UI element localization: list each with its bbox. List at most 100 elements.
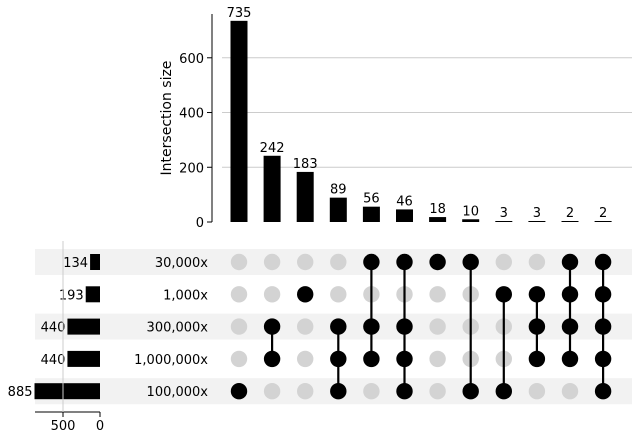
matrix-dot-active xyxy=(495,383,512,400)
set-size-bars: 134 193 440 440 885 xyxy=(8,254,101,400)
matrix-dot-active xyxy=(396,253,413,271)
intersection-bar-label: 89 xyxy=(330,183,347,198)
y-tick-label: 200 xyxy=(179,161,204,176)
matrix-dot-active xyxy=(263,350,281,368)
matrix-dot-active xyxy=(594,253,612,271)
matrix-dot-inactive xyxy=(263,383,281,400)
intersection-bar xyxy=(429,217,447,222)
matrix-dot-inactive xyxy=(330,253,347,271)
set-size-bar xyxy=(67,318,100,335)
matrix-dot-inactive xyxy=(429,383,446,400)
matrix-dot-inactive xyxy=(363,383,380,400)
set-name-label: 30,000x xyxy=(155,256,208,271)
membership-matrix xyxy=(230,253,612,400)
matrix-dot-inactive xyxy=(429,318,446,335)
matrix-dot-inactive xyxy=(495,253,512,271)
matrix-dot-active xyxy=(230,383,248,400)
set-size-label: 440 xyxy=(41,321,66,336)
y-axis-label: Intersection size xyxy=(159,61,175,176)
intersection-bar xyxy=(594,221,612,222)
intersection-bar xyxy=(561,221,579,222)
intersection-bar-label: 2 xyxy=(599,206,607,221)
matrix-dot-active xyxy=(396,318,413,335)
matrix-dot-active xyxy=(330,383,347,400)
intersection-bar xyxy=(362,206,380,222)
matrix-dot-inactive xyxy=(528,383,546,400)
set-size-label: 134 xyxy=(63,256,88,271)
intersection-bar xyxy=(528,221,546,222)
matrix-dot-inactive xyxy=(297,253,314,271)
intersection-bar xyxy=(396,209,413,222)
intersection-bar-label: 56 xyxy=(363,192,380,207)
matrix-dot-active xyxy=(594,286,612,303)
matrix-dot-active xyxy=(561,253,579,271)
matrix-dot-inactive xyxy=(330,286,347,303)
intersection-grid xyxy=(222,57,632,168)
matrix-dot-active xyxy=(462,253,479,271)
y-tick-label: 600 xyxy=(179,52,204,67)
set-size-bar xyxy=(34,383,101,400)
matrix-dot-inactive xyxy=(528,253,546,271)
intersection-bar-label: 10 xyxy=(462,204,479,219)
matrix-dot-active xyxy=(263,318,281,335)
intersection-y-axis: 0 200 400 600 xyxy=(179,14,213,231)
intersection-bar-label: 18 xyxy=(429,202,446,217)
set-size-label: 885 xyxy=(8,385,33,400)
matrix-dot-active xyxy=(528,350,546,368)
set-size-label: 440 xyxy=(41,353,66,368)
intersection-bar xyxy=(230,20,248,223)
set-name-label: 1,000,000x xyxy=(134,353,208,368)
set-size-axis: 500 0 xyxy=(35,241,104,434)
set-name-label: 1,000x xyxy=(163,288,208,303)
matrix-dot-active xyxy=(594,318,612,335)
matrix-dot-active xyxy=(396,350,413,368)
intersection-bar-label: 2 xyxy=(566,206,574,221)
intersection-bar-label: 3 xyxy=(533,206,541,221)
intersection-bar xyxy=(462,219,480,222)
matrix-dot-active xyxy=(330,318,347,335)
set-size-bar xyxy=(90,254,100,270)
matrix-dot-inactive xyxy=(429,286,446,303)
set-size-label: 193 xyxy=(59,288,84,303)
set-name-label: 100,000x xyxy=(147,385,209,400)
intersection-bar xyxy=(495,221,513,222)
matrix-dot-active xyxy=(528,286,546,303)
matrix-dot-inactive xyxy=(429,350,446,368)
intersection-bar-label: 735 xyxy=(227,6,252,21)
matrix-dot-active xyxy=(561,286,579,303)
matrix-dot-inactive xyxy=(297,350,314,368)
set-name-label: 300,000x xyxy=(147,321,209,336)
matrix-dot-active xyxy=(363,253,380,271)
matrix-dot-active xyxy=(396,383,413,400)
intersection-bar xyxy=(329,197,347,222)
matrix-dot-active xyxy=(363,318,380,335)
intersection-bar-label: 3 xyxy=(500,206,508,221)
matrix-dot-inactive xyxy=(230,350,248,368)
matrix-dot-active xyxy=(561,350,579,368)
set-axis-tick-label: 0 xyxy=(96,419,104,434)
matrix-dot-active xyxy=(594,383,612,400)
matrix-dot-inactive xyxy=(263,253,281,271)
matrix-dot-active xyxy=(561,318,579,335)
intersection-bar xyxy=(263,155,281,222)
matrix-dot-active xyxy=(462,383,479,400)
matrix-dot-active xyxy=(495,286,512,303)
intersection-bar-label: 242 xyxy=(260,141,285,156)
matrix-dot-active xyxy=(330,350,347,368)
set-axis-tick-label: 500 xyxy=(51,419,76,434)
matrix-dot-inactive xyxy=(230,253,248,271)
matrix-dot-active xyxy=(429,253,446,271)
intersection-bar-label: 46 xyxy=(396,194,413,209)
matrix-dot-inactive xyxy=(230,318,248,335)
matrix-dot-active xyxy=(297,286,314,303)
intersection-bar-label: 183 xyxy=(293,157,318,172)
y-tick-label: 0 xyxy=(196,216,204,231)
matrix-dot-inactive xyxy=(561,383,579,400)
set-size-bar xyxy=(67,350,100,367)
intersection-bar xyxy=(296,171,314,222)
intersection-labels: 735 242 183 89 56 46 18 10 3 3 2 2 xyxy=(227,6,608,221)
matrix-dot-active xyxy=(594,350,612,368)
set-name-labels: 30,000x 1,000x 300,000x 1,000,000x 100,000x xyxy=(134,256,208,400)
matrix-dot-inactive xyxy=(297,383,314,400)
